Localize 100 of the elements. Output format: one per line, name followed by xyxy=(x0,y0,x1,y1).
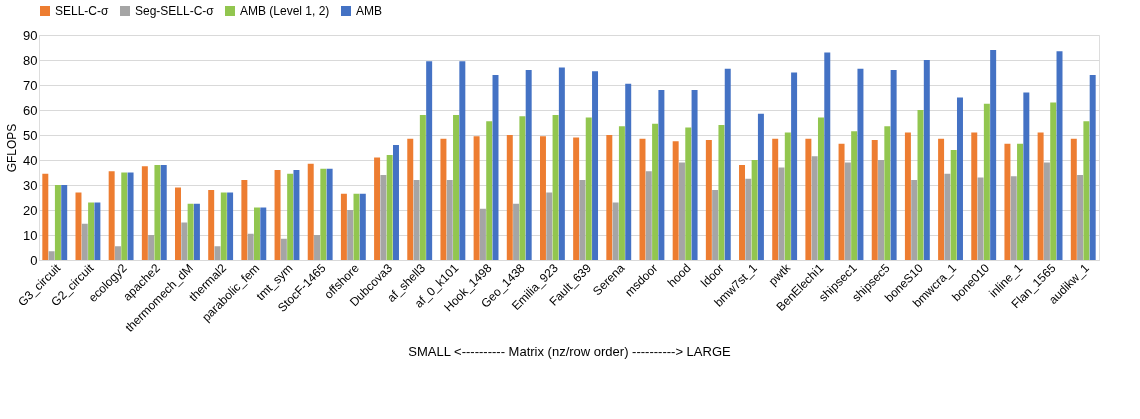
bar xyxy=(878,160,885,260)
bar xyxy=(1023,92,1030,260)
bar xyxy=(48,251,55,260)
bar xyxy=(691,90,698,260)
x-axis-title: SMALL <---------- Matrix (nz/row order) ----------> LARGE xyxy=(408,343,731,359)
bar xyxy=(274,170,281,260)
bar xyxy=(326,168,333,260)
bar xyxy=(718,125,725,260)
bar xyxy=(453,115,460,260)
bar xyxy=(181,222,188,260)
bar xyxy=(193,203,200,260)
bar xyxy=(141,166,148,260)
bar xyxy=(380,175,387,260)
y-tick-label: 90 xyxy=(23,27,38,43)
bar xyxy=(81,223,88,260)
bar xyxy=(757,113,764,260)
bar xyxy=(1043,162,1050,260)
bar xyxy=(539,136,546,260)
bar xyxy=(220,192,227,260)
bar xyxy=(938,138,945,260)
bar xyxy=(911,180,918,260)
bar xyxy=(884,126,891,260)
bar xyxy=(94,202,101,260)
bar xyxy=(121,172,128,260)
bar xyxy=(791,72,798,260)
bar xyxy=(314,235,321,260)
bar xyxy=(519,116,526,260)
bar xyxy=(678,162,685,260)
bar xyxy=(844,162,851,260)
bar xyxy=(479,208,486,260)
bar xyxy=(977,177,984,260)
bar xyxy=(645,171,652,260)
bar xyxy=(1056,51,1063,260)
bar xyxy=(187,203,194,260)
y-tick-label: 60 xyxy=(23,102,38,118)
bar xyxy=(114,246,121,260)
y-tick-label: 0 xyxy=(30,252,38,268)
y-tick-label: 50 xyxy=(23,127,38,143)
bar xyxy=(1089,75,1096,260)
bar xyxy=(971,132,978,260)
bar xyxy=(811,156,818,260)
legend-label: AMB (Level 1, 2) xyxy=(240,4,330,18)
bar xyxy=(127,172,134,260)
bar xyxy=(440,138,447,260)
bar xyxy=(227,192,234,260)
bar xyxy=(585,117,592,260)
bar xyxy=(513,203,520,260)
bar xyxy=(247,233,254,260)
bar xyxy=(1037,132,1044,260)
bar xyxy=(54,185,61,260)
bar xyxy=(374,157,381,260)
bar xyxy=(426,61,433,260)
bar xyxy=(772,138,779,260)
bar xyxy=(724,68,731,260)
bar xyxy=(253,207,260,260)
bar xyxy=(983,103,990,260)
bar xyxy=(446,180,453,260)
y-tick-label: 30 xyxy=(23,177,38,193)
legend-label: Seg-SELL-C-σ xyxy=(135,4,215,18)
bar xyxy=(824,52,831,260)
bar xyxy=(61,185,68,260)
bar xyxy=(857,68,864,260)
bar xyxy=(606,135,613,260)
bar xyxy=(175,187,182,260)
bar xyxy=(592,71,599,260)
bar xyxy=(42,173,49,260)
bar xyxy=(658,90,665,260)
bar xyxy=(287,173,294,260)
bar xyxy=(890,70,897,260)
y-tick-label: 80 xyxy=(23,52,38,68)
bar xyxy=(546,192,553,260)
bar xyxy=(208,190,215,260)
bar xyxy=(745,178,752,260)
bar xyxy=(904,132,911,260)
bar xyxy=(1077,175,1084,260)
bar xyxy=(307,163,314,260)
bar xyxy=(618,126,625,260)
bar xyxy=(407,138,414,260)
bar xyxy=(956,97,963,260)
bar xyxy=(347,210,354,260)
bar xyxy=(573,137,580,260)
y-tick-label: 40 xyxy=(23,152,38,168)
bar xyxy=(652,123,659,260)
bar xyxy=(558,67,565,260)
bar xyxy=(944,173,951,260)
bar xyxy=(293,170,300,260)
bar xyxy=(1070,138,1077,260)
y-tick-label: 20 xyxy=(23,202,38,218)
bar xyxy=(625,83,632,260)
bar xyxy=(950,150,957,260)
bar xyxy=(784,132,791,260)
bar xyxy=(525,70,532,260)
bar xyxy=(817,117,824,260)
bar xyxy=(685,127,692,260)
bar xyxy=(154,165,161,260)
y-tick-label: 70 xyxy=(23,77,38,93)
bar xyxy=(1050,102,1057,260)
bar xyxy=(506,135,513,260)
bar xyxy=(923,60,930,260)
bar xyxy=(751,160,758,260)
